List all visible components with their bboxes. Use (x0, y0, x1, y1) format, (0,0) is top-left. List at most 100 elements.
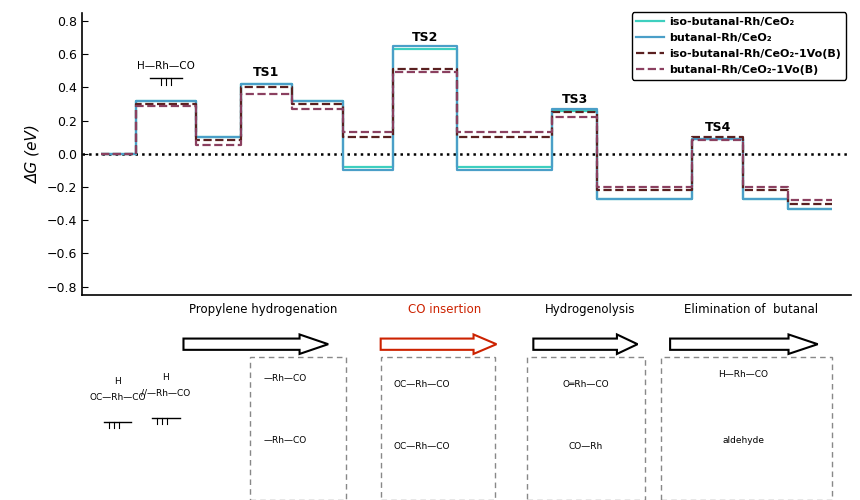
iso-butanal-Rh/CeO₂-1Vo(B) (642, 188, 653, 194)
iso-butanal-Rh/CeO₂-1Vo(B) (95, 151, 106, 157)
butanal-Rh/CeO₂ (388, 42, 398, 48)
Text: TS2: TS2 (412, 31, 439, 44)
butanal-Rh/CeO₂ (783, 196, 793, 202)
iso-butanal-Rh/CeO₂ (687, 196, 697, 202)
iso-butanal-Rh/CeO₂-1Vo(B) (547, 134, 557, 140)
iso-butanal-Rh/CeO₂ (131, 151, 141, 157)
butanal-Rh/CeO₂ (388, 168, 398, 173)
butanal-Rh/CeO₂ (286, 98, 297, 103)
iso-butanal-Rh/CeO₂-1Vo(B) (337, 134, 347, 140)
butanal-Rh/CeO₂-1Vo(B) (592, 114, 602, 120)
iso-butanal-Rh/CeO₂-1Vo(B) (827, 200, 838, 206)
FancyArrow shape (183, 334, 329, 354)
butanal-Rh/CeO₂-1Vo(B) (738, 138, 748, 143)
iso-butanal-Rh/CeO₂-1Vo(B) (687, 188, 697, 194)
butanal-Rh/CeO₂-1Vo(B) (827, 198, 838, 203)
iso-butanal-Rh/CeO₂ (592, 108, 602, 114)
iso-butanal-Rh/CeO₂ (452, 46, 462, 52)
butanal-Rh/CeO₂-1Vo(B) (783, 198, 793, 203)
butanal-Rh/CeO₂ (337, 168, 347, 173)
iso-butanal-Rh/CeO₂ (131, 98, 141, 103)
iso-butanal-Rh/CeO₂ (452, 164, 462, 170)
butanal-Rh/CeO₂-1Vo(B) (503, 129, 513, 135)
iso-butanal-Rh/CeO₂-1Vo(B) (131, 151, 141, 157)
Legend: iso-butanal-Rh/CeO₂, butanal-Rh/CeO₂, iso-butanal-Rh/CeO₂-1Vo(B), butanal-Rh/CeO: iso-butanal-Rh/CeO₂, butanal-Rh/CeO₂, is… (632, 12, 846, 80)
iso-butanal-Rh/CeO₂-1Vo(B) (286, 84, 297, 90)
butanal-Rh/CeO₂ (592, 196, 602, 202)
iso-butanal-Rh/CeO₂-1Vo(B) (503, 134, 513, 140)
butanal-Rh/CeO₂-1Vo(B) (388, 129, 398, 135)
Text: aldehyde: aldehyde (722, 436, 765, 444)
iso-butanal-Rh/CeO₂ (738, 196, 748, 202)
butanal-Rh/CeO₂ (547, 168, 557, 173)
iso-butanal-Rh/CeO₂-1Vo(B) (642, 188, 653, 194)
iso-butanal-Rh/CeO₂-1Vo(B) (452, 66, 462, 72)
FancyBboxPatch shape (660, 356, 832, 500)
iso-butanal-Rh/CeO₂ (337, 98, 347, 103)
iso-butanal-Rh/CeO₂ (503, 164, 513, 170)
butanal-Rh/CeO₂ (452, 168, 462, 173)
iso-butanal-Rh/CeO₂-1Vo(B) (592, 109, 602, 115)
butanal-Rh/CeO₂-1Vo(B) (191, 102, 201, 108)
Text: —Rh—CO: —Rh—CO (264, 374, 307, 383)
Text: Propylene hydrogenation: Propylene hydrogenation (189, 303, 337, 316)
butanal-Rh/CeO₂-1Vo(B) (286, 91, 297, 97)
butanal-Rh/CeO₂-1Vo(B) (738, 184, 748, 190)
butanal-Rh/CeO₂ (131, 151, 141, 157)
butanal-Rh/CeO₂ (191, 134, 201, 140)
butanal-Rh/CeO₂ (738, 136, 748, 142)
Text: TS3: TS3 (562, 92, 588, 106)
butanal-Rh/CeO₂-1Vo(B) (388, 70, 398, 75)
Line: butanal-Rh/CeO₂: butanal-Rh/CeO₂ (101, 46, 832, 208)
iso-butanal-Rh/CeO₂-1Vo(B) (236, 84, 246, 90)
Text: H—Rh—CO: H—Rh—CO (718, 370, 768, 379)
butanal-Rh/CeO₂ (592, 106, 602, 112)
butanal-Rh/CeO₂-1Vo(B) (452, 70, 462, 75)
butanal-Rh/CeO₂ (131, 98, 141, 103)
butanal-Rh/CeO₂-1Vo(B) (337, 129, 347, 135)
Text: H: H (163, 372, 169, 382)
Text: H—Rh—CO: H—Rh—CO (137, 60, 195, 70)
butanal-Rh/CeO₂ (738, 196, 748, 202)
butanal-Rh/CeO₂ (642, 196, 653, 202)
butanal-Rh/CeO₂-1Vo(B) (236, 142, 246, 148)
iso-butanal-Rh/CeO₂-1Vo(B) (191, 101, 201, 107)
butanal-Rh/CeO₂-1Vo(B) (642, 184, 653, 190)
FancyArrow shape (381, 334, 496, 354)
iso-butanal-Rh/CeO₂-1Vo(B) (503, 134, 513, 140)
Line: iso-butanal-Rh/CeO₂: iso-butanal-Rh/CeO₂ (101, 49, 832, 208)
iso-butanal-Rh/CeO₂ (738, 136, 748, 142)
iso-butanal-Rh/CeO₂ (388, 46, 398, 52)
iso-butanal-Rh/CeO₂ (286, 98, 297, 103)
Y-axis label: ΔG (eV): ΔG (eV) (26, 124, 40, 183)
butanal-Rh/CeO₂-1Vo(B) (503, 129, 513, 135)
butanal-Rh/CeO₂ (95, 151, 106, 157)
iso-butanal-Rh/CeO₂ (687, 136, 697, 142)
FancyBboxPatch shape (250, 356, 346, 500)
butanal-Rh/CeO₂-1Vo(B) (783, 184, 793, 190)
iso-butanal-Rh/CeO₂ (337, 164, 347, 170)
butanal-Rh/CeO₂ (452, 42, 462, 48)
butanal-Rh/CeO₂-1Vo(B) (337, 106, 347, 112)
butanal-Rh/CeO₂-1Vo(B) (547, 129, 557, 135)
iso-butanal-Rh/CeO₂ (388, 164, 398, 170)
butanal-Rh/CeO₂ (547, 106, 557, 112)
iso-butanal-Rh/CeO₂ (783, 206, 793, 212)
iso-butanal-Rh/CeO₂-1Vo(B) (191, 138, 201, 143)
Text: Elimination of  butanal: Elimination of butanal (685, 303, 818, 316)
iso-butanal-Rh/CeO₂ (286, 81, 297, 87)
Text: OC—Rh—CO: OC—Rh—CO (89, 393, 146, 402)
FancyArrow shape (533, 334, 637, 354)
butanal-Rh/CeO₂-1Vo(B) (131, 151, 141, 157)
Text: TS1: TS1 (253, 66, 280, 79)
iso-butanal-Rh/CeO₂ (191, 98, 201, 103)
FancyArrow shape (670, 334, 818, 354)
iso-butanal-Rh/CeO₂ (827, 206, 838, 212)
Text: —Rh—CO: —Rh—CO (264, 436, 307, 444)
Line: iso-butanal-Rh/CeO₂-1Vo(B): iso-butanal-Rh/CeO₂-1Vo(B) (101, 69, 832, 203)
butanal-Rh/CeO₂-1Vo(B) (687, 138, 697, 143)
iso-butanal-Rh/CeO₂-1Vo(B) (236, 138, 246, 143)
butanal-Rh/CeO₂ (687, 196, 697, 202)
butanal-Rh/CeO₂ (687, 136, 697, 142)
iso-butanal-Rh/CeO₂-1Vo(B) (388, 134, 398, 140)
